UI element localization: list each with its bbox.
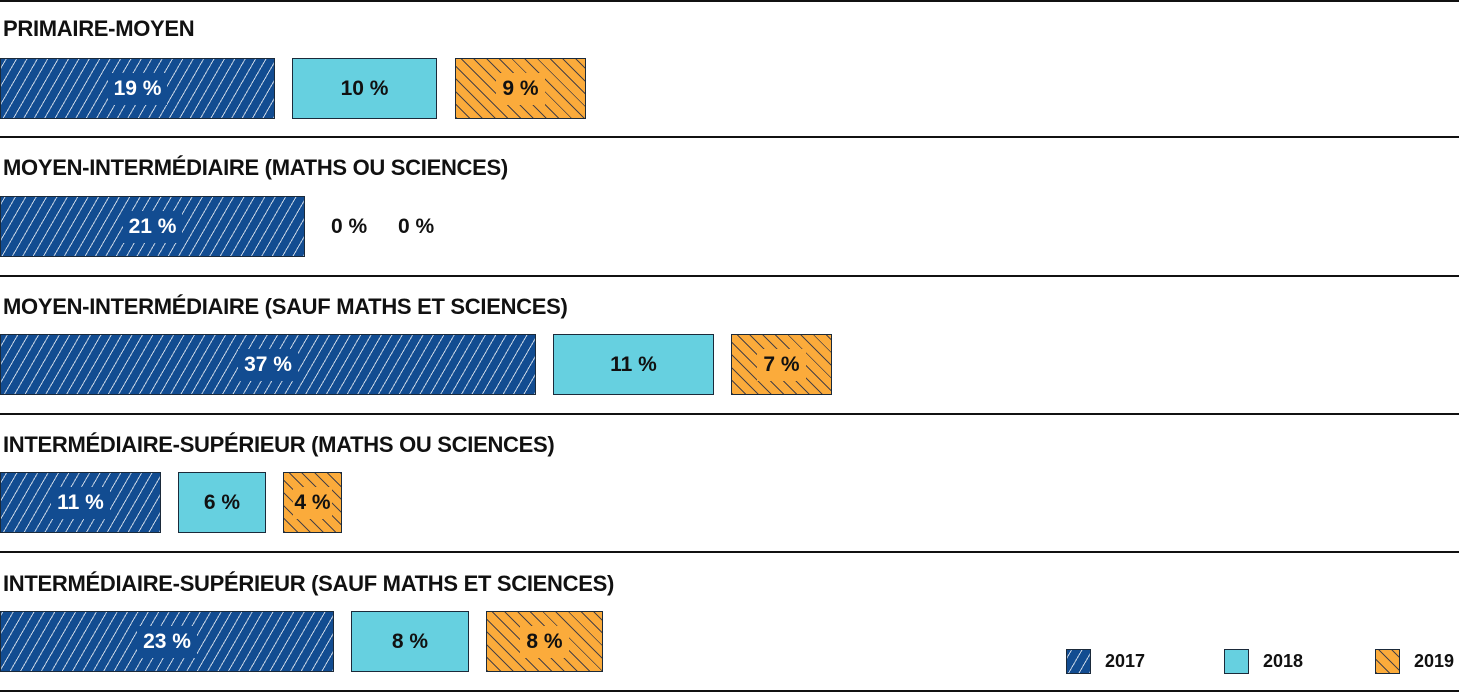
bar-2018: 8 %: [351, 611, 469, 672]
bar-2019: 4 %: [283, 472, 342, 533]
bar-2017: 19 %: [0, 58, 275, 119]
row-divider: [0, 0, 1459, 2]
legend-swatch-2017: [1066, 649, 1091, 674]
bar-value-label: 7 %: [757, 348, 806, 381]
bar-2017: 11 %: [0, 472, 161, 533]
row-title-primaire-moyen: PRIMAIRE-MOYEN: [3, 16, 195, 41]
bar-value-label: 19 %: [107, 72, 168, 105]
bar-2017: 21 %: [0, 196, 305, 257]
bar-2017: 23 %: [0, 611, 334, 672]
row-title-intermediaire-superieur-sauf: INTERMÉDIAIRE-SUPÉRIEUR (SAUF MATHS ET S…: [3, 571, 614, 596]
bar-value-label: 8 %: [520, 625, 569, 658]
bar-value-label: 6 %: [203, 490, 241, 514]
legend-item-2019: 2019: [1375, 649, 1454, 674]
legend-label: 2017: [1105, 651, 1146, 671]
bar-2018-zero-label: 0 %: [331, 215, 368, 238]
bar-2017: 37 %: [0, 334, 536, 395]
legend-item-2017: 2017: [1066, 649, 1145, 674]
bar-value-label: 11 %: [51, 486, 110, 519]
bar-value-label: 11 %: [610, 352, 657, 376]
row-title-moyen-intermediaire-maths: MOYEN-INTERMÉDIAIRE (MATHS OU SCIENCES): [3, 155, 508, 180]
bar-2019: 7 %: [731, 334, 832, 395]
legend-item-2018: 2018: [1224, 649, 1303, 674]
bar-value-label: 8 %: [391, 629, 429, 653]
bar-2019: 9 %: [455, 58, 586, 119]
bar-2018: 11 %: [553, 334, 714, 395]
bar-value-label: 21 %: [122, 210, 183, 243]
row-divider: [0, 690, 1459, 692]
row-title-intermediaire-superieur-maths: INTERMÉDIAIRE-SUPÉRIEUR (MATHS OU SCIENC…: [3, 432, 555, 457]
row-divider: [0, 413, 1459, 415]
bar-value-label: 37 %: [238, 348, 298, 381]
bar-2019: 8 %: [486, 611, 603, 672]
bar-value-label: 10 %: [340, 76, 389, 100]
bar-value-label: 9 %: [496, 72, 545, 105]
bar-2018: 6 %: [178, 472, 266, 533]
bar-value-label: 23 %: [137, 625, 197, 658]
legend-swatch-2019: [1375, 649, 1400, 674]
row-title-moyen-intermediaire-sauf: MOYEN-INTERMÉDIAIRE (SAUF MATHS ET SCIEN…: [3, 294, 568, 319]
row-divider: [0, 275, 1459, 277]
bar-2018: 10 %: [292, 58, 437, 119]
row-divider: [0, 551, 1459, 553]
row-divider: [0, 136, 1459, 138]
legend-label: 2018: [1263, 651, 1304, 671]
legend-label: 2019: [1414, 651, 1455, 671]
bar-value-label: 4 %: [293, 486, 332, 519]
bar-2019-zero-label: 0 %: [398, 215, 435, 238]
legend-swatch-2018: [1224, 649, 1249, 674]
